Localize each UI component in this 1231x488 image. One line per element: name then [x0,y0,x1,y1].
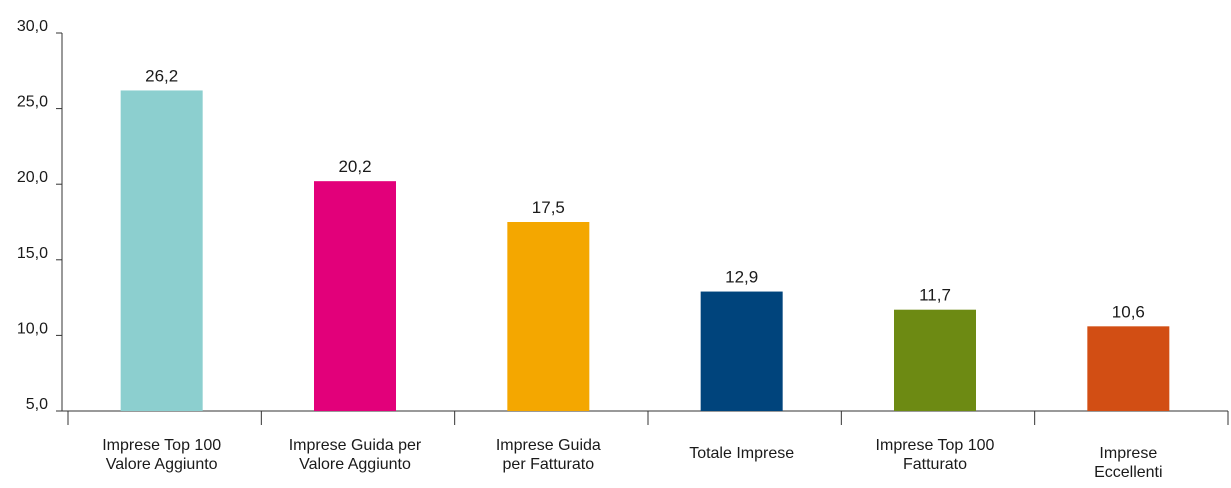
y-tick-label: 20,0 [17,169,48,186]
y-tick-label: 15,0 [17,245,48,262]
bar-value-label: 12,9 [725,268,758,287]
y-axis: 5,0 10,0 15,0 20,0 25,0 30,0 [17,18,63,413]
x-axis [62,410,1229,425]
category-label: Imprese Top 100 [102,437,221,454]
category-label: Valore Aggiunto [299,456,411,473]
y-tick-label: 10,0 [17,320,48,337]
category-label: Imprese Guida per [289,437,422,454]
y-tick-label: 25,0 [17,94,48,111]
bar [314,181,396,411]
y-tick-label: 30,0 [17,18,48,35]
bars [120,90,1170,412]
bar [700,291,783,411]
category-label: Imprese Guida [496,437,601,454]
category-label: Imprese [1099,445,1157,462]
category-labels: Imprese Top 100 Valore Aggiunto Imprese Gu… [102,437,1162,481]
category-label: Eccellenti [1094,464,1162,481]
bar [1087,326,1170,411]
category-label: per Fatturato [503,456,595,473]
bar-value-label: 17,5 [532,198,565,217]
bar-value-label: 20,2 [338,157,371,176]
category-label: Valore Aggiunto [106,456,218,473]
bar [507,222,590,411]
bar-value-label: 10,6 [1112,302,1145,321]
category-label: Imprese Top 100 [876,437,995,454]
y-tick-label: 5,0 [26,396,48,413]
bar [894,309,976,411]
bar-value-label: 26,2 [145,66,178,85]
category-label: Totale Imprese [689,445,794,462]
bar [120,90,203,412]
data-labels: 26,2 20,2 17,5 12,9 11,7 10,6 [145,66,1145,321]
bar-value-label: 11,7 [919,286,951,305]
category-label: Fatturato [903,456,967,473]
